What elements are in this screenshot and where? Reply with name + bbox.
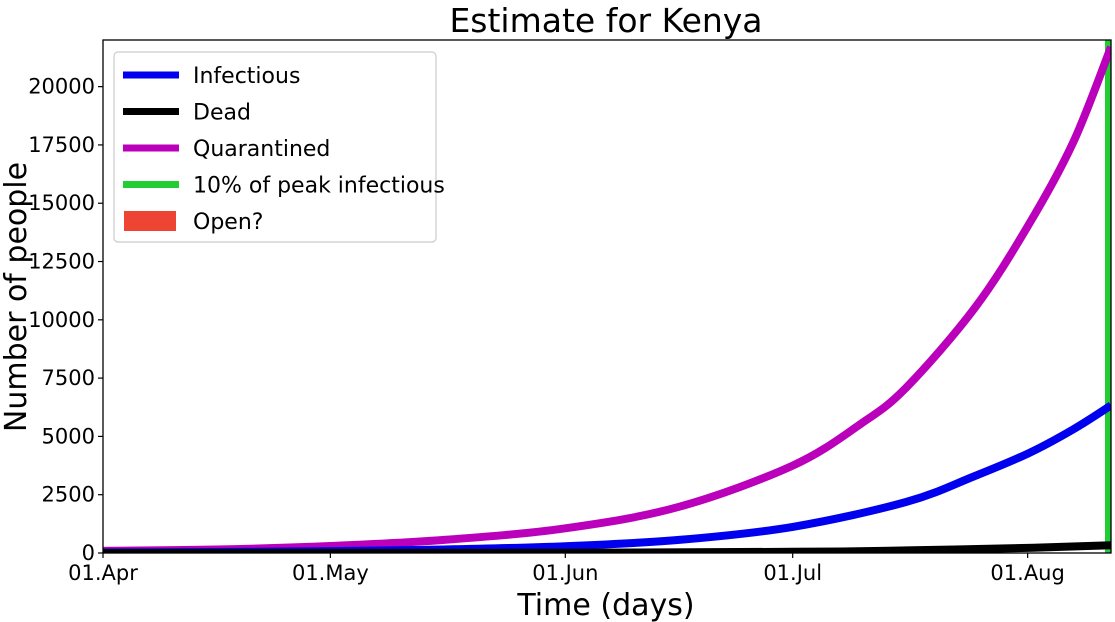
x-tick-label: 01.Apr: [68, 561, 138, 585]
legend-label-quarantined: Quarantined: [193, 137, 330, 162]
y-tick-label: 12500: [28, 250, 95, 274]
chart-title: Estimate for Kenya: [449, 1, 762, 40]
y-tick-label: 20000: [28, 75, 95, 99]
y-tick-label: 5000: [42, 424, 95, 448]
legend-label-open: Open?: [193, 210, 263, 235]
y-tick-label: 17500: [28, 133, 95, 157]
legend-label-10-of-peak-infectious: 10% of peak infectious: [193, 174, 445, 199]
x-tick-label: 01.Aug: [990, 561, 1064, 585]
x-axis-label: Time (days): [516, 588, 694, 622]
x-tick-label: 01.Jun: [532, 561, 598, 585]
x-tick-label: 01.Jul: [763, 561, 822, 585]
legend-box: [113, 51, 437, 243]
y-tick-label: 15000: [28, 191, 95, 215]
series-quarantined-line: [103, 45, 1111, 553]
x-axis: 01.Apr 01.May 01.Jun 01.Jul 01.Aug: [68, 553, 1065, 585]
legend-swatch-open: [124, 211, 176, 231]
y-tick-label: 2500: [42, 483, 95, 507]
legend: Infectious Dead Quarantined 10% of peak inf…: [113, 51, 445, 243]
y-tick-label: 0: [82, 541, 95, 565]
y-axis-label: Number of people: [0, 162, 34, 432]
y-tick-label: 10000: [28, 308, 95, 332]
legend-label-dead: Dead: [193, 101, 251, 126]
x-tick-label: 01.May: [292, 561, 369, 585]
legend-label-infectious: Infectious: [193, 64, 300, 89]
plot-frame: [102, 39, 1112, 554]
series-infectious-line: [103, 402, 1111, 553]
y-tick-label: 7500: [42, 366, 95, 390]
y-axis: 0 2500 5000 7500 10000 12500 15000 17500 20000: [28, 75, 103, 565]
